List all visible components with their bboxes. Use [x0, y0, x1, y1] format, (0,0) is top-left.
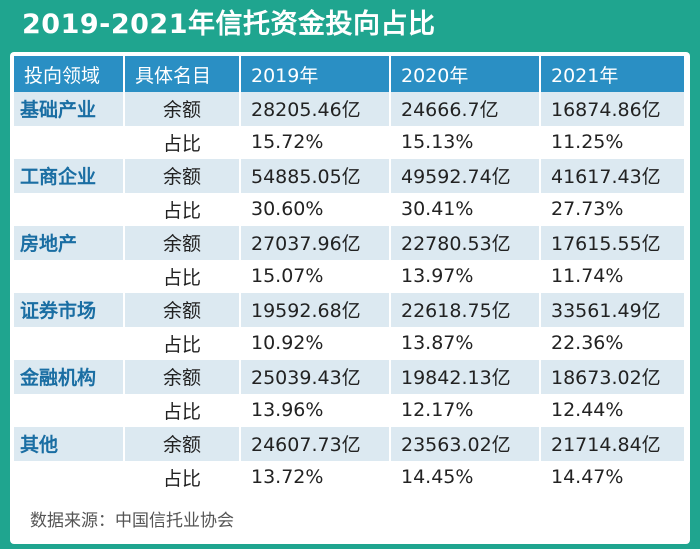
table-header-row: 投向领域 具体名目 2019年 2020年 2021年: [14, 56, 684, 92]
table-row: 占比 13.96% 12.17% 12.44%: [14, 393, 684, 427]
table-row: 占比 15.72% 15.13% 11.25%: [14, 125, 684, 159]
domain-cell: [14, 125, 125, 159]
table-card: 投向领域 具体名目 2019年 2020年 2021年 基础产业 余额 28205.…: [10, 52, 690, 544]
value-2021: 12.44%: [540, 393, 684, 427]
metric-cell: 余额: [124, 427, 241, 461]
value-2019: 25039.43亿: [240, 360, 391, 394]
header-domain: 投向领域: [14, 56, 125, 92]
value-2021: 18673.02亿: [540, 360, 684, 394]
domain-cell: [14, 460, 125, 494]
value-2020: 24666.7亿: [390, 92, 541, 126]
value-2019: 54885.05亿: [240, 159, 391, 193]
metric-cell: 余额: [124, 159, 241, 193]
value-2021: 14.47%: [540, 460, 684, 494]
metric-cell: 占比: [124, 393, 241, 427]
value-2020: 14.45%: [390, 460, 541, 494]
table-row: 占比 13.72% 14.45% 14.47%: [14, 460, 684, 494]
table-row: 其他 余额 24607.73亿 23563.02亿 21714.84亿: [14, 427, 684, 461]
value-2020: 22780.53亿: [390, 226, 541, 260]
value-2021: 27.73%: [540, 192, 684, 226]
value-2020: 15.13%: [390, 125, 541, 159]
table-row: 基础产业 余额 28205.46亿 24666.7亿 16874.86亿: [14, 92, 684, 126]
domain-cell: [14, 192, 125, 226]
metric-cell: 占比: [124, 259, 241, 293]
table-row: 工商企业 余额 54885.05亿 49592.74亿 41617.43亿: [14, 159, 684, 193]
metric-cell: 占比: [124, 460, 241, 494]
value-2019: 28205.46亿: [240, 92, 391, 126]
value-2020: 23563.02亿: [390, 427, 541, 461]
value-2021: 22.36%: [540, 326, 684, 360]
value-2019: 10.92%: [240, 326, 391, 360]
table-row: 占比 15.07% 13.97% 11.74%: [14, 259, 684, 293]
domain-cell: [14, 326, 125, 360]
header-2019: 2019年: [240, 56, 391, 92]
header-2020: 2020年: [390, 56, 541, 92]
value-2021: 21714.84亿: [540, 427, 684, 461]
metric-cell: 占比: [124, 326, 241, 360]
value-2021: 11.74%: [540, 259, 684, 293]
domain-cell: 房地产: [14, 226, 125, 260]
domain-cell: 金融机构: [14, 360, 125, 394]
header-metric: 具体名目: [124, 56, 241, 92]
value-2020: 13.87%: [390, 326, 541, 360]
table-row: 占比 10.92% 13.87% 22.36%: [14, 326, 684, 360]
table-row: 占比 30.60% 30.41% 27.73%: [14, 192, 684, 226]
value-2020: 30.41%: [390, 192, 541, 226]
metric-cell: 余额: [124, 293, 241, 327]
value-2020: 12.17%: [390, 393, 541, 427]
value-2020: 13.97%: [390, 259, 541, 293]
value-2019: 15.07%: [240, 259, 391, 293]
metric-cell: 余额: [124, 360, 241, 394]
domain-cell: 证券市场: [14, 293, 125, 327]
value-2020: 19842.13亿: [390, 360, 541, 394]
investment-table: 投向领域 具体名目 2019年 2020年 2021年 基础产业 余额 28205.…: [14, 56, 684, 494]
value-2020: 22618.75亿: [390, 293, 541, 327]
table-row: 金融机构 余额 25039.43亿 19842.13亿 18673.02亿: [14, 360, 684, 394]
value-2021: 33561.49亿: [540, 293, 684, 327]
value-2019: 27037.96亿: [240, 226, 391, 260]
metric-cell: 余额: [124, 92, 241, 126]
value-2019: 13.72%: [240, 460, 391, 494]
metric-cell: 余额: [124, 226, 241, 260]
value-2019: 24607.73亿: [240, 427, 391, 461]
value-2021: 11.25%: [540, 125, 684, 159]
value-2021: 17615.55亿: [540, 226, 684, 260]
header-2021: 2021年: [540, 56, 684, 92]
value-2019: 13.96%: [240, 393, 391, 427]
domain-cell: 工商企业: [14, 159, 125, 193]
value-2021: 41617.43亿: [540, 159, 684, 193]
table-row: 证券市场 余额 19592.68亿 22618.75亿 33561.49亿: [14, 293, 684, 327]
source-note: 数据来源：中国信托业协会: [30, 511, 234, 531]
table-row: 房地产 余额 27037.96亿 22780.53亿 17615.55亿: [14, 226, 684, 260]
value-2019: 19592.68亿: [240, 293, 391, 327]
value-2019: 30.60%: [240, 192, 391, 226]
metric-cell: 占比: [124, 192, 241, 226]
domain-cell: [14, 393, 125, 427]
value-2021: 16874.86亿: [540, 92, 684, 126]
domain-cell: 其他: [14, 427, 125, 461]
page-title: 2019-2021年信托资金投向占比: [22, 9, 436, 40]
domain-cell: 基础产业: [14, 92, 125, 126]
value-2020: 49592.74亿: [390, 159, 541, 193]
value-2019: 15.72%: [240, 125, 391, 159]
domain-cell: [14, 259, 125, 293]
metric-cell: 占比: [124, 125, 241, 159]
